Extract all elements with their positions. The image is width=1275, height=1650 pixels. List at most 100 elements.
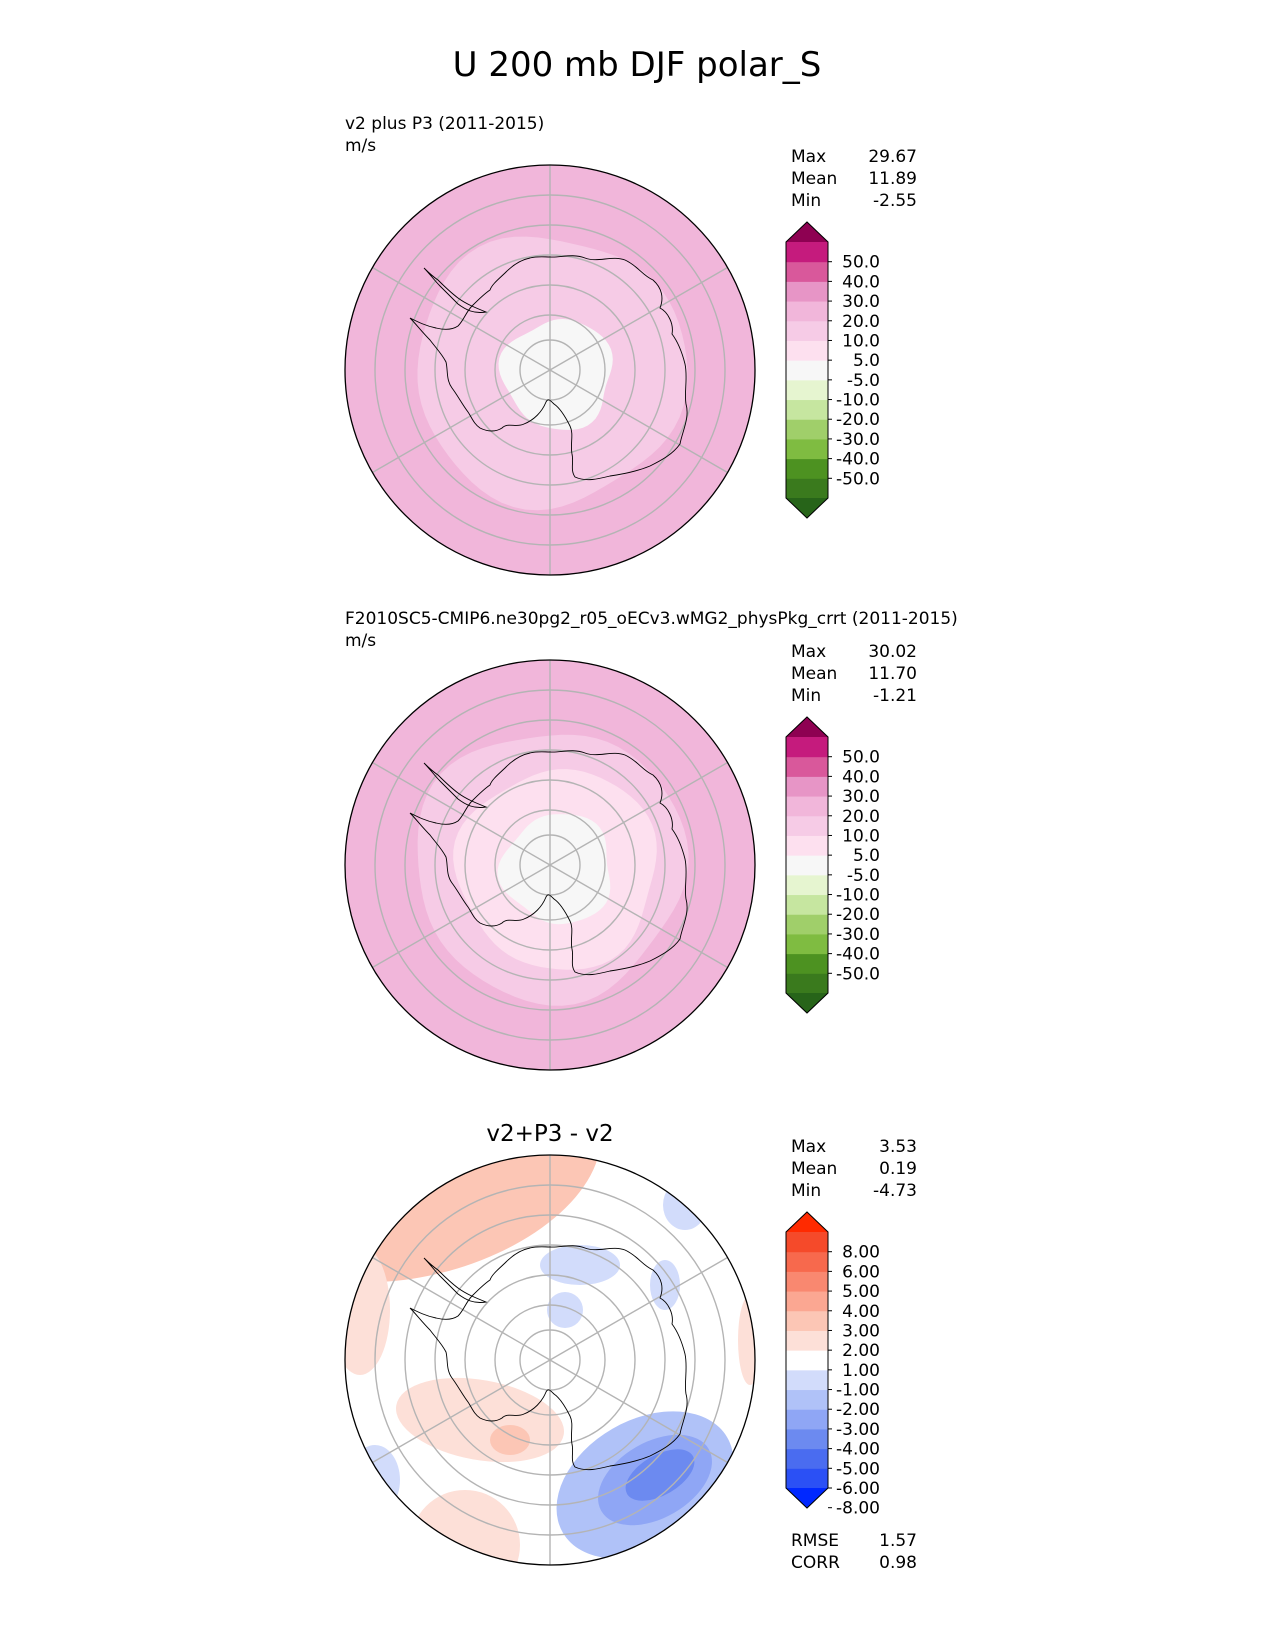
colorbar-swatch: [786, 1428, 828, 1450]
colorbar-tick-label: 10.0: [842, 331, 880, 351]
colorbar-tick-label: 30.0: [842, 787, 880, 807]
stat-mean-value: 0.19: [879, 1159, 917, 1179]
colorbar-swatch: [786, 261, 828, 282]
metric-corr-label: CORR: [791, 1553, 840, 1573]
stat-min-value: -4.73: [873, 1181, 917, 1201]
colorbar-swatch: [786, 1409, 828, 1430]
colorbar-swatch: [786, 379, 828, 401]
panel-reference: F2010SC5-CMIP6.ne30pg2_r05_oECv3.wMG2_ph…: [344, 609, 958, 1071]
colorbar-tick-label: 5.0: [853, 351, 880, 371]
colorbar-tick-label: 20.0: [842, 312, 880, 332]
colorbar-tick-label: -3.00: [836, 1420, 880, 1440]
colorbar-extend-top: [786, 717, 828, 737]
field-anomaly-blob: [540, 1245, 620, 1285]
panel-reference-title: F2010SC5-CMIP6.ne30pg2_r05_oECv3.wMG2_ph…: [345, 609, 958, 629]
panel-difference-stats: Max 3.53 Mean 0.19 Min -4.73: [791, 1137, 917, 1201]
field-anomaly-blob: [410, 1490, 520, 1565]
figure-title: U 200 mb DJF polar_S: [453, 45, 822, 85]
map-boundary: [344, 164, 756, 576]
colorbar-swatch: [786, 438, 828, 460]
colorbar-swatch: [786, 360, 828, 381]
colorbar-swatch: [786, 1468, 828, 1489]
colorbar-tick-label: 40.0: [842, 272, 880, 292]
colorbar-tick-label: -2.00: [836, 1400, 880, 1420]
colorbar-tick-label: -10.0: [836, 391, 880, 411]
colorbar-tick-label: 50.0: [842, 748, 880, 768]
colorbar-tick-label: -8.00: [836, 1499, 880, 1519]
colorbar-tick-label: 8.00: [842, 1243, 880, 1263]
colorbar-swatch: [786, 894, 828, 915]
colorbar-swatch: [786, 281, 828, 302]
colorbar-swatch: [786, 835, 828, 856]
colorbar-swatch: [786, 1271, 828, 1292]
colorbar-tick-label: -50.0: [836, 469, 880, 489]
colorbar-tick-label: -5.0: [847, 866, 880, 886]
colorbar-swatch: [786, 320, 828, 341]
colorbar-swatch: [786, 914, 828, 935]
colorbar-swatch: [786, 1369, 828, 1391]
colorbar-tick-label: -10.0: [836, 886, 880, 906]
colorbar-tick-label: 10.0: [842, 826, 880, 846]
stat-min-label: Min: [791, 1181, 821, 1201]
field-contour-band: [498, 319, 613, 430]
meridian-line: [372, 1256, 551, 1361]
colorbar-swatch: [786, 874, 828, 896]
colorbar-swatch: [786, 1448, 828, 1469]
field-anomaly-blob: [345, 1245, 390, 1375]
colorbar-tick-label: -1.00: [836, 1381, 880, 1401]
panel-reference-units: m/s: [345, 631, 376, 651]
colorbar-tick-label: -40.0: [836, 450, 880, 470]
stat-min-label: Min: [791, 191, 821, 211]
stat-max-label: Max: [791, 1137, 826, 1157]
meridian-line: [549, 864, 728, 969]
stat-mean-label: Mean: [791, 1159, 837, 1179]
colorbar-swatch: [786, 1291, 828, 1312]
colorbar-tick-label: -6.00: [836, 1479, 880, 1499]
colorbar-swatch: [786, 953, 828, 974]
colorbar-swatch: [786, 855, 828, 876]
colorbar-swatch: [786, 399, 828, 420]
colorbar-tick-label: -20.0: [836, 905, 880, 925]
colorbar-tick-label: 40.0: [842, 767, 880, 787]
colorbar-tick-label: -40.0: [836, 945, 880, 965]
meridian-line: [549, 1256, 728, 1361]
colorbar-swatch: [786, 301, 828, 322]
stat-max-value: 29.67: [868, 147, 917, 167]
stat-max-value: 3.53: [879, 1137, 917, 1157]
stat-min-label: Min: [791, 686, 821, 706]
colorbar-swatch: [786, 815, 828, 836]
colorbar-tick-label: 30.0: [842, 292, 880, 312]
panel-test-map: [344, 164, 756, 576]
colorbar-swatch: [786, 756, 828, 777]
meridian-line: [372, 266, 551, 371]
metric-rmse-value: 1.57: [879, 1531, 917, 1551]
meridian-line: [549, 1359, 728, 1464]
field-anomaly-blob: [650, 1260, 680, 1310]
panel-test-colorbar: 50.040.030.020.010.05.0-5.0-10.0-20.0-30…: [785, 221, 880, 519]
meridian-line: [372, 864, 551, 969]
colorbar-swatch: [786, 458, 828, 479]
colorbar-swatch: [786, 340, 828, 361]
colorbar-tick-label: -30.0: [836, 430, 880, 450]
stat-mean-label: Mean: [791, 664, 837, 684]
colorbar-tick-label: 50.0: [842, 253, 880, 273]
field-anomaly-blob: [738, 1295, 755, 1385]
colorbar-tick-label: 6.00: [842, 1262, 880, 1282]
colorbar-extend-top: [786, 1212, 828, 1232]
colorbar-tick-label: -4.00: [836, 1440, 880, 1460]
panel-test: v2 plus P3 (2011-2015) m/s Max 29.67 Mea…: [344, 114, 917, 576]
colorbar-swatch: [786, 242, 828, 263]
colorbar-tick-label: 20.0: [842, 807, 880, 827]
map-boundary: [344, 659, 756, 1071]
metric-corr-value: 0.98: [879, 1553, 917, 1573]
colorbar-tick-label: -5.0: [847, 371, 880, 391]
stat-min-value: -1.21: [873, 686, 917, 706]
meridian-line: [372, 1359, 551, 1464]
colorbar-swatch: [786, 776, 828, 797]
panel-difference-title: v2+P3 - v2: [486, 1121, 613, 1147]
colorbar-swatch: [786, 1389, 828, 1410]
colorbar-tick-label: -30.0: [836, 925, 880, 945]
colorbar-tick-label: 2.00: [842, 1341, 880, 1361]
stat-mean-label: Mean: [791, 169, 837, 189]
